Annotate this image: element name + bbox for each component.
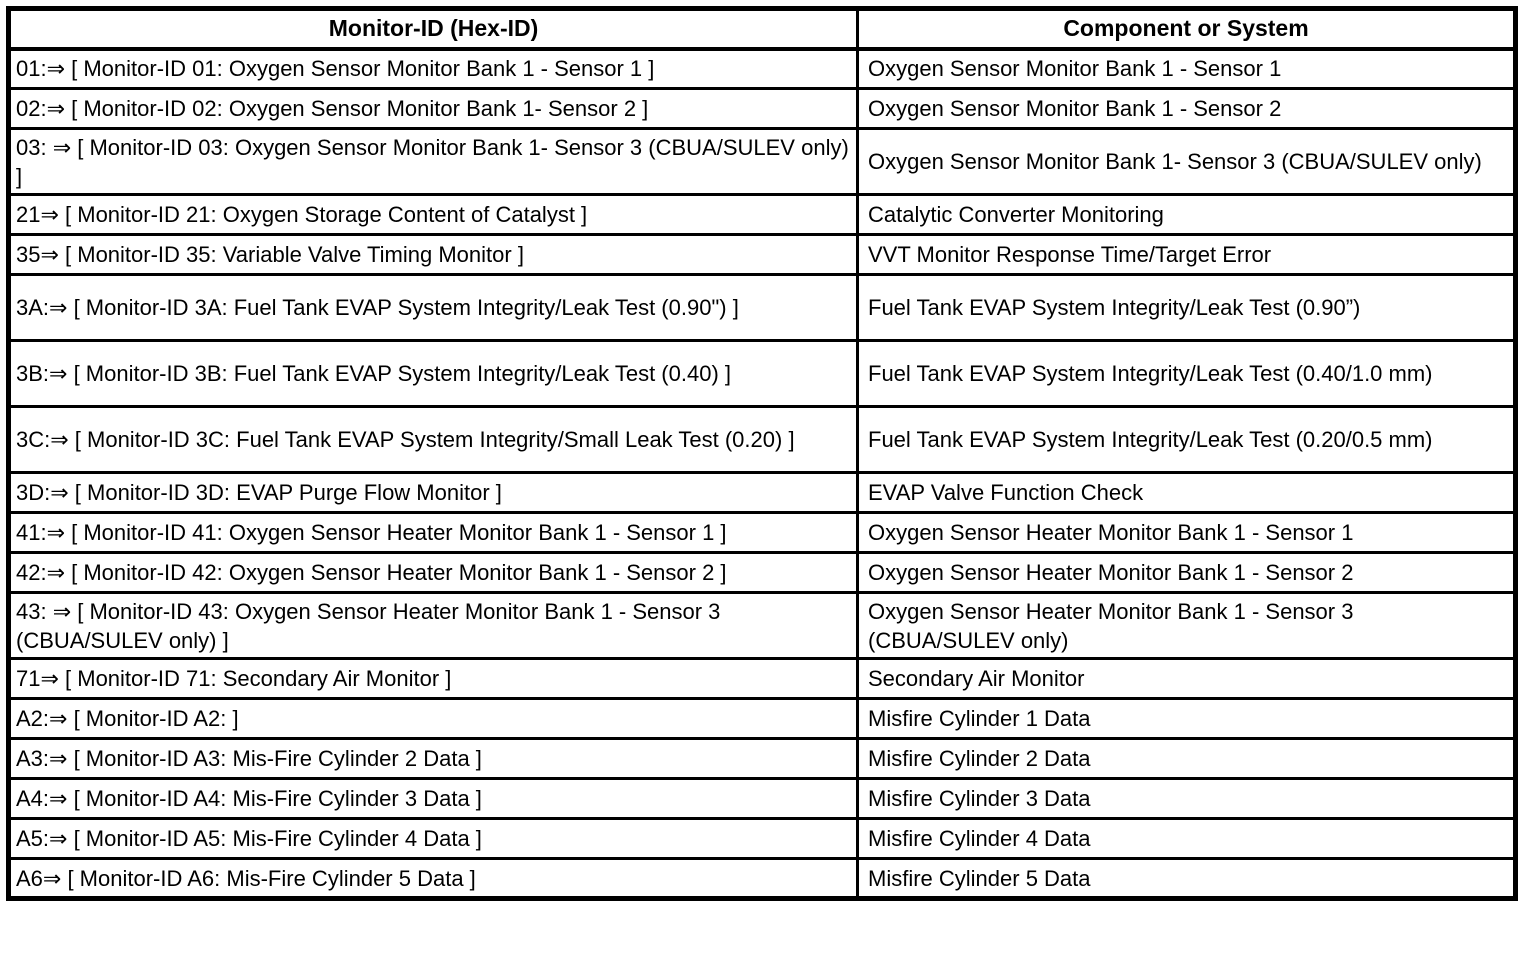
component-cell: Fuel Tank EVAP System Integrity/Leak Tes… (856, 405, 1517, 474)
component-cell: Oxygen Sensor Heater Monitor Bank 1 - Se… (856, 591, 1517, 660)
monitor-id-table: Monitor-ID (Hex-ID) Component or System … (6, 6, 1518, 901)
table-row: 3C:⇒ [ Monitor-ID 3C: Fuel Tank EVAP Sys… (7, 405, 1517, 474)
header-row: Monitor-ID (Hex-ID) Component or System (7, 7, 1517, 51)
monitor-id-cell: A2:⇒ [ Monitor-ID A2: ] (7, 697, 859, 740)
monitor-id-cell: A4:⇒ [ Monitor-ID A4: Mis-Fire Cylinder … (7, 777, 859, 820)
component-cell: Secondary Air Monitor (856, 657, 1517, 700)
table-row: 3B:⇒ [ Monitor-ID 3B: Fuel Tank EVAP Sys… (7, 339, 1517, 408)
component-cell: Fuel Tank EVAP System Integrity/Leak Tes… (856, 273, 1517, 342)
table-row: 43: ⇒ [ Monitor-ID 43: Oxygen Sensor Hea… (7, 591, 1517, 660)
monitor-id-cell: A6⇒ [ Monitor-ID A6: Mis-Fire Cylinder 5… (7, 857, 859, 900)
monitor-id-cell: 41:⇒ [ Monitor-ID 41: Oxygen Sensor Heat… (7, 511, 859, 554)
component-cell: Fuel Tank EVAP System Integrity/Leak Tes… (856, 339, 1517, 408)
monitor-id-cell: 71⇒ [ Monitor-ID 71: Secondary Air Monit… (7, 657, 859, 700)
monitor-id-cell: A5:⇒ [ Monitor-ID A5: Mis-Fire Cylinder … (7, 817, 859, 860)
component-cell: VVT Monitor Response Time/Target Error (856, 233, 1517, 276)
table-row: A3:⇒ [ Monitor-ID A3: Mis-Fire Cylinder … (7, 737, 1517, 780)
monitor-id-cell: 42:⇒ [ Monitor-ID 42: Oxygen Sensor Heat… (7, 551, 859, 594)
table-row: 3A:⇒ [ Monitor-ID 3A: Fuel Tank EVAP Sys… (7, 273, 1517, 342)
monitor-id-cell: 43: ⇒ [ Monitor-ID 43: Oxygen Sensor Hea… (7, 591, 859, 660)
monitor-id-cell: 21⇒ [ Monitor-ID 21: Oxygen Storage Cont… (7, 193, 859, 236)
table-row: 3D:⇒ [ Monitor-ID 3D: EVAP Purge Flow Mo… (7, 471, 1517, 514)
component-cell: Misfire Cylinder 3 Data (856, 777, 1517, 820)
component-cell: Misfire Cylinder 1 Data (856, 697, 1517, 740)
table-row: 21⇒ [ Monitor-ID 21: Oxygen Storage Cont… (7, 193, 1517, 236)
monitor-id-cell: 3A:⇒ [ Monitor-ID 3A: Fuel Tank EVAP Sys… (7, 273, 859, 342)
table-row: 02:⇒ [ Monitor-ID 02: Oxygen Sensor Moni… (7, 87, 1517, 130)
component-cell: Oxygen Sensor Monitor Bank 1 - Sensor 2 (856, 87, 1517, 130)
monitor-id-cell: 02:⇒ [ Monitor-ID 02: Oxygen Sensor Moni… (7, 87, 859, 130)
table-row: 42:⇒ [ Monitor-ID 42: Oxygen Sensor Heat… (7, 551, 1517, 594)
monitor-id-cell: 3B:⇒ [ Monitor-ID 3B: Fuel Tank EVAP Sys… (7, 339, 859, 408)
monitor-id-cell: A3:⇒ [ Monitor-ID A3: Mis-Fire Cylinder … (7, 737, 859, 780)
monitor-id-cell: 35⇒ [ Monitor-ID 35: Variable Valve Timi… (7, 233, 859, 276)
table-row: A2:⇒ [ Monitor-ID A2: ] Misfire Cylinder… (7, 697, 1517, 740)
monitor-id-cell: 01:⇒ [ Monitor-ID 01: Oxygen Sensor Moni… (7, 47, 859, 90)
table-row: 35⇒ [ Monitor-ID 35: Variable Valve Timi… (7, 233, 1517, 276)
column-header-component: Component or System (856, 7, 1517, 51)
component-cell: Oxygen Sensor Monitor Bank 1- Sensor 3 (… (856, 127, 1517, 196)
component-cell: Oxygen Sensor Heater Monitor Bank 1 - Se… (856, 511, 1517, 554)
component-cell: Misfire Cylinder 2 Data (856, 737, 1517, 780)
table-row: 71⇒ [ Monitor-ID 71: Secondary Air Monit… (7, 657, 1517, 700)
component-cell: EVAP Valve Function Check (856, 471, 1517, 514)
monitor-id-cell: 03: ⇒ [ Monitor-ID 03: Oxygen Sensor Mon… (7, 127, 859, 196)
monitor-id-cell: 3C:⇒ [ Monitor-ID 3C: Fuel Tank EVAP Sys… (7, 405, 859, 474)
table-row: 01:⇒ [ Monitor-ID 01: Oxygen Sensor Moni… (7, 47, 1517, 90)
component-cell: Oxygen Sensor Heater Monitor Bank 1 - Se… (856, 551, 1517, 594)
table-row: A4:⇒ [ Monitor-ID A4: Mis-Fire Cylinder … (7, 777, 1517, 820)
table-row: A6⇒ [ Monitor-ID A6: Mis-Fire Cylinder 5… (7, 857, 1517, 900)
component-cell: Catalytic Converter Monitoring (856, 193, 1517, 236)
table-row: A5:⇒ [ Monitor-ID A5: Mis-Fire Cylinder … (7, 817, 1517, 860)
component-cell: Oxygen Sensor Monitor Bank 1 - Sensor 1 (856, 47, 1517, 90)
table-row: 41:⇒ [ Monitor-ID 41: Oxygen Sensor Heat… (7, 511, 1517, 554)
column-header-monitor-id: Monitor-ID (Hex-ID) (7, 7, 859, 51)
monitor-id-cell: 3D:⇒ [ Monitor-ID 3D: EVAP Purge Flow Mo… (7, 471, 859, 514)
component-cell: Misfire Cylinder 5 Data (856, 857, 1517, 900)
component-cell: Misfire Cylinder 4 Data (856, 817, 1517, 860)
table-row: 03: ⇒ [ Monitor-ID 03: Oxygen Sensor Mon… (7, 127, 1517, 196)
